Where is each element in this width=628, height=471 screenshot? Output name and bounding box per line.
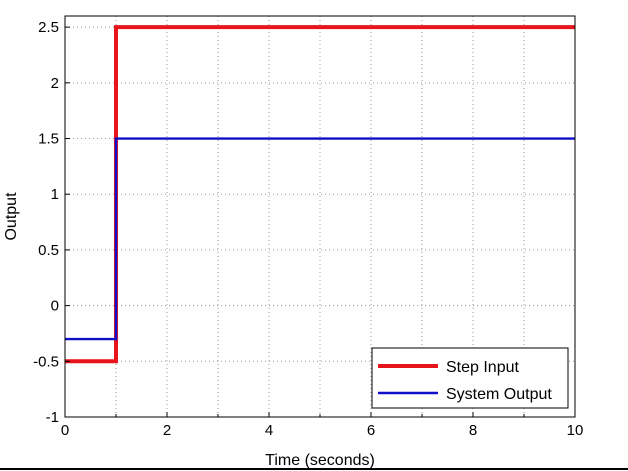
x-tick-label: 8: [469, 422, 477, 439]
x-tick-label: 10: [567, 422, 584, 439]
x-axis-label: Time (seconds): [265, 452, 375, 469]
x-tick-label: 0: [61, 422, 69, 439]
legend-box: [371, 347, 569, 409]
y-tick-label: 0.5: [38, 242, 59, 259]
legend-label: Step Input: [446, 359, 520, 376]
x-tick-label: 6: [367, 422, 375, 439]
y-tick-label: 2.5: [38, 19, 59, 36]
y-tick-label: 1: [51, 186, 59, 203]
x-tick-label: 4: [265, 422, 273, 439]
y-tick-label: -0.5: [33, 353, 59, 370]
y-tick-label: 1.5: [38, 131, 59, 148]
legend: Step Input System Output: [371, 347, 569, 409]
plot-series: [65, 25, 575, 364]
y-tick-label: 0: [51, 298, 59, 315]
bottom-border-line: [0, 468, 628, 470]
x-tick-label: 2: [163, 422, 171, 439]
y-axis-label: Output: [3, 192, 20, 241]
ticks: 0 2 4 6 8 10 -1 -0.5 0 0.5 1 1.5 2 2.5: [33, 19, 583, 439]
series-line-system-output: [65, 137, 575, 341]
legend-label: System Output: [446, 386, 552, 403]
y-tick-label: -1: [46, 409, 59, 426]
y-tick-label: 2: [51, 75, 59, 92]
